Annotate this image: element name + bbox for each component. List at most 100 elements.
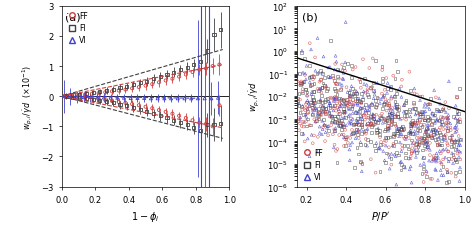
- Point: [342, 136, 349, 139]
- Point: [445, 150, 452, 153]
- Point: [310, 134, 318, 138]
- Point: [340, 111, 348, 115]
- Point: [130, 106, 137, 110]
- Point: [321, 98, 329, 102]
- Point: [331, 79, 338, 83]
- Point: [440, 173, 447, 177]
- Point: [390, 135, 398, 138]
- Point: [359, 96, 367, 99]
- Point: [107, 97, 114, 100]
- Point: [350, 95, 358, 98]
- Point: [314, 88, 321, 91]
- Point: [455, 135, 463, 138]
- Point: [422, 130, 430, 134]
- Point: [440, 109, 448, 112]
- Point: [392, 106, 400, 110]
- Point: [407, 124, 414, 128]
- Text: (b): (b): [301, 12, 318, 22]
- Point: [346, 103, 354, 107]
- Point: [299, 108, 306, 112]
- Point: [368, 104, 376, 107]
- Point: [456, 142, 463, 146]
- Point: [428, 130, 435, 133]
- Point: [209, 65, 217, 69]
- Point: [436, 149, 443, 153]
- Point: [216, 104, 223, 108]
- Point: [427, 117, 434, 121]
- Point: [330, 105, 337, 108]
- Point: [402, 118, 410, 122]
- Point: [316, 88, 324, 92]
- Point: [354, 112, 361, 116]
- Point: [318, 78, 325, 82]
- Point: [300, 132, 307, 136]
- Point: [348, 85, 356, 88]
- Point: [317, 113, 324, 117]
- Point: [143, 110, 151, 114]
- Point: [387, 86, 394, 90]
- Point: [96, 90, 104, 94]
- Point: [306, 65, 313, 68]
- Point: [333, 161, 341, 164]
- Point: [407, 111, 415, 115]
- Point: [383, 77, 390, 81]
- Point: [346, 94, 353, 98]
- Point: [345, 103, 353, 107]
- Point: [339, 126, 347, 129]
- Point: [395, 108, 402, 111]
- Point: [380, 94, 388, 97]
- Point: [399, 147, 406, 151]
- Point: [454, 113, 461, 117]
- Point: [355, 99, 363, 103]
- Point: [374, 127, 382, 130]
- Point: [76, 93, 83, 97]
- Point: [443, 170, 451, 174]
- Point: [333, 106, 341, 110]
- Point: [195, 69, 203, 72]
- Point: [190, 63, 198, 67]
- Point: [325, 100, 333, 104]
- Point: [385, 122, 392, 125]
- Point: [299, 90, 306, 94]
- Point: [332, 149, 340, 153]
- Point: [396, 161, 404, 164]
- Point: [296, 122, 304, 126]
- Point: [338, 133, 346, 137]
- Point: [208, 97, 215, 101]
- Point: [306, 124, 313, 127]
- Point: [310, 101, 317, 105]
- Point: [388, 112, 395, 115]
- Point: [388, 123, 396, 127]
- Point: [349, 98, 356, 102]
- Point: [337, 105, 345, 109]
- Point: [443, 168, 451, 172]
- Point: [422, 142, 430, 145]
- Point: [328, 115, 335, 118]
- Point: [384, 129, 392, 133]
- Point: [301, 74, 309, 77]
- Point: [432, 96, 440, 100]
- Point: [385, 146, 392, 149]
- Point: [358, 124, 366, 128]
- Point: [351, 90, 358, 93]
- Point: [335, 108, 342, 112]
- Point: [340, 110, 347, 114]
- Point: [197, 129, 204, 133]
- Point: [301, 109, 309, 112]
- Point: [340, 99, 347, 103]
- Point: [376, 129, 383, 133]
- Point: [431, 128, 439, 131]
- Point: [399, 129, 407, 133]
- Point: [439, 138, 447, 142]
- Point: [346, 148, 353, 152]
- Point: [355, 130, 363, 134]
- Point: [444, 171, 451, 174]
- Point: [327, 97, 334, 100]
- Point: [150, 78, 157, 81]
- Point: [320, 106, 328, 109]
- Point: [347, 119, 355, 123]
- Point: [303, 94, 311, 98]
- Point: [354, 133, 362, 137]
- Point: [300, 80, 308, 84]
- Point: [367, 122, 375, 126]
